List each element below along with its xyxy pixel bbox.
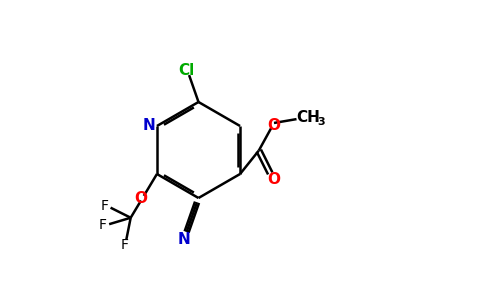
Text: Cl: Cl: [178, 62, 194, 77]
Text: O: O: [267, 172, 280, 187]
Text: O: O: [135, 191, 148, 206]
Text: F: F: [101, 199, 109, 213]
Text: CH: CH: [296, 110, 320, 125]
Text: F: F: [121, 238, 129, 252]
Text: F: F: [99, 218, 107, 233]
Text: O: O: [268, 118, 281, 133]
Text: N: N: [178, 232, 191, 247]
Text: N: N: [142, 118, 155, 133]
Text: 3: 3: [318, 117, 325, 127]
